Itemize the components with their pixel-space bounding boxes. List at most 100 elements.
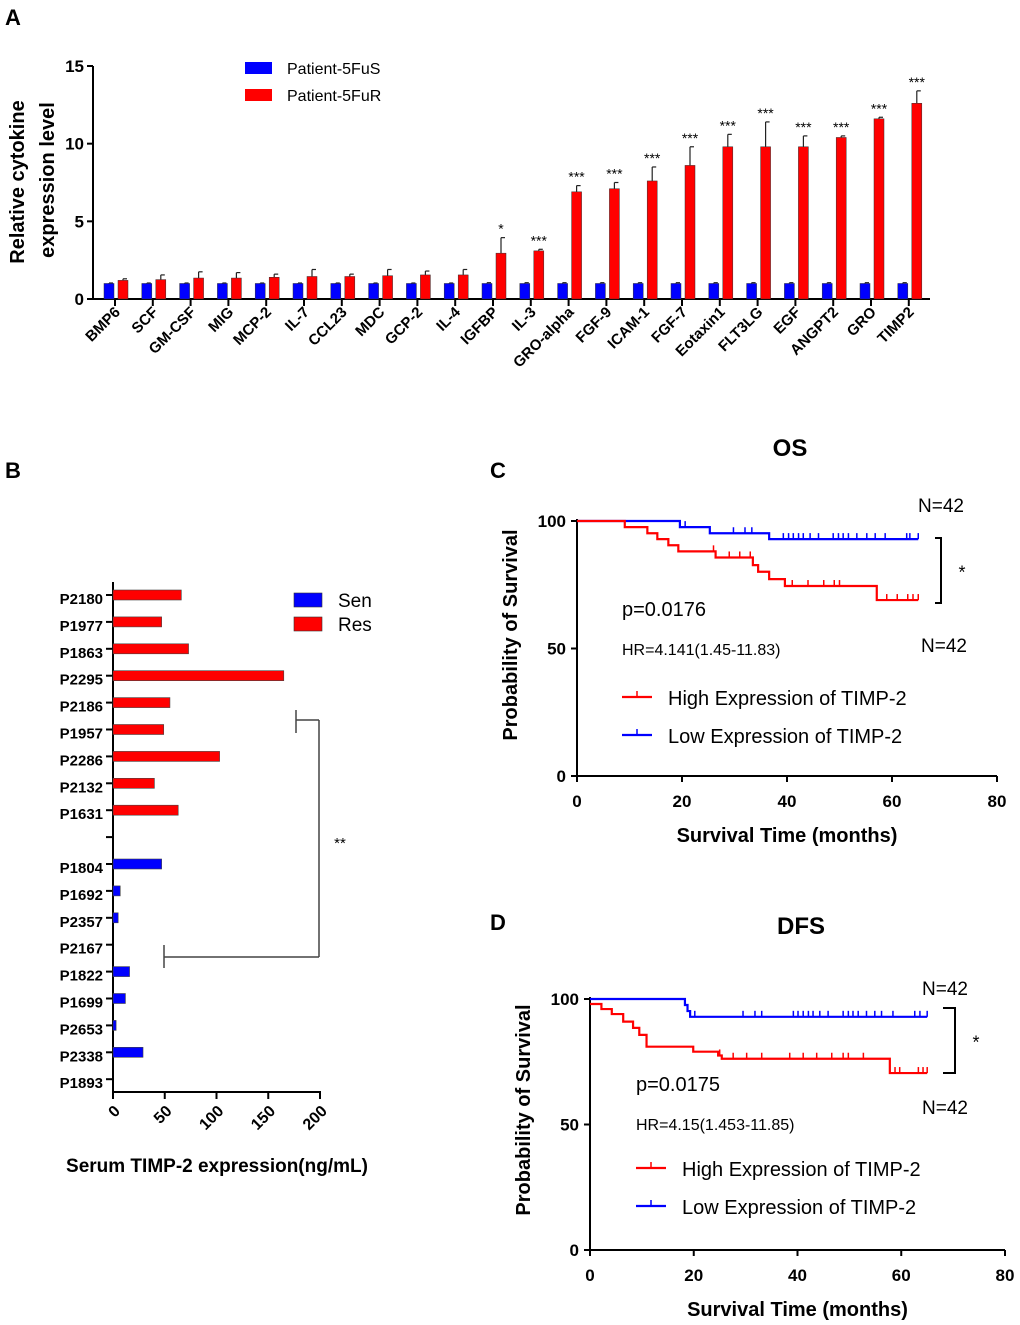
x-axis-label: Serum TIMP-2 expression(ng/mL) [66,1156,368,1177]
legend-swatch [245,62,272,74]
y-tick-label: 100 [551,990,579,1009]
hazard-ratio: HR=4.15(1.453-11.85) [636,1117,794,1134]
significance-stars: *** [871,100,888,116]
x-tick-label: 20 [673,792,692,811]
y-tick-label: P2338 [60,1048,103,1065]
significance-stars: *** [833,119,850,135]
panel-label: D [490,910,506,935]
x-tick-label: IL-3 [509,304,540,335]
bar-5fur [420,274,431,300]
bar-res [112,616,162,628]
y-tick-label: 15 [65,57,84,76]
bar-res [112,804,179,816]
bar-5fur [155,279,167,300]
bar-5fur [798,146,809,300]
y-tick-label: 50 [547,640,566,659]
significance-stars: * [958,563,965,583]
y-tick-label: 100 [538,512,566,531]
bar-5fur [722,146,734,300]
y-axis-label: Relative cytokine [7,100,29,263]
bar-sen [112,1047,144,1058]
x-tick-label: 100 [196,1103,227,1134]
y-axis-label: Probability of Survival [513,1004,535,1215]
y-tick-label: P2132 [60,779,103,796]
legend-label: High Expression of TIMP-2 [682,1159,921,1181]
y-tick-label: P1893 [60,1075,103,1092]
significance-stars: *** [606,166,623,182]
y-tick-label: P2186 [60,699,103,716]
panel-label: A [5,5,21,30]
significance-stars: *** [568,169,585,185]
significance-stars: *** [757,105,774,121]
bar-5fus [859,283,871,300]
bar-5fus [292,283,304,300]
hazard-ratio: HR=4.141(1.45-11.83) [622,642,780,659]
legend-label: Res [338,615,372,636]
y-axis-label: Probability of Survival [500,529,522,740]
n-label: N=42 [921,636,967,657]
significance-stars: *** [795,119,812,135]
y-tick-label: 10 [65,135,84,154]
y-tick-label: P2180 [60,591,103,608]
x-tick-label: 0 [572,792,581,811]
y-axis-label: expression level [37,102,59,258]
bar-5fur [609,188,620,300]
bar-5fus [746,283,757,300]
legend-label: Low Expression of TIMP-2 [668,726,902,748]
x-tick-label: ICAM-1 [604,304,653,353]
significance-stars: *** [644,150,661,166]
y-tick-label: P2357 [60,914,103,931]
panel-a-chart: 0 5 10 15 Relative cytokine expression level B… [7,57,930,371]
x-tick-label: 40 [788,1266,807,1285]
bar-res [112,643,189,655]
bar-5fus [443,283,455,300]
x-tick-label: 60 [892,1266,911,1285]
x-axis-label: Survival Time (months) [677,825,898,847]
x-tick-label: 40 [778,792,797,811]
y-tick-label: 5 [75,212,84,231]
bar-5fur [382,275,393,300]
bar-res [112,589,182,601]
bar-5fus [708,283,720,300]
y-tick-label: P2295 [60,672,103,689]
significance-stars: *** [682,130,699,146]
x-tick-label: MCP-2 [230,304,275,349]
y-tick-label: P1863 [60,645,103,662]
panel-label: B [5,458,21,483]
bar-5fus [254,283,266,300]
y-tick-label: P1977 [60,618,103,635]
survival-curve-low [590,997,928,1018]
x-tick-label: 200 [300,1103,331,1134]
survival-curve-high [590,1002,928,1075]
survival-curve-high [577,519,919,602]
x-tick-label: MIG [205,304,237,336]
bar-sen [112,993,126,1004]
y-tick-label: 0 [75,290,84,309]
significance-stars: * [498,221,504,237]
x-tick-label: 0 [106,1103,124,1121]
bar-5fur [268,277,280,300]
x-tick-label: SCF [128,304,161,337]
x-tick-label: BMP6 [82,304,123,345]
bar-5fus [368,283,379,300]
x-tick-label: IGFBP [457,304,501,348]
n-label: N=42 [922,1098,968,1119]
significance-stars: ** [334,835,346,852]
y-tick-label: 0 [570,1241,579,1260]
legend-label: Patient-5FuS [287,61,380,78]
significance-bracket [935,537,942,604]
bar-res [112,724,165,735]
chart-title: OS [773,435,808,462]
y-tick-label: P1631 [60,806,103,823]
panel-label: C [490,458,506,483]
legend-label: Patient-5FuR [287,88,381,105]
p-value: p=0.0175 [636,1074,720,1096]
p-value: p=0.0176 [622,599,706,621]
y-tick-label: P2286 [60,752,103,769]
bar-5fus [406,283,417,300]
y-tick-label: P1699 [60,995,103,1012]
bar-5fur [873,118,885,300]
bar-sen [112,885,121,897]
legend-label: Sen [338,591,372,612]
